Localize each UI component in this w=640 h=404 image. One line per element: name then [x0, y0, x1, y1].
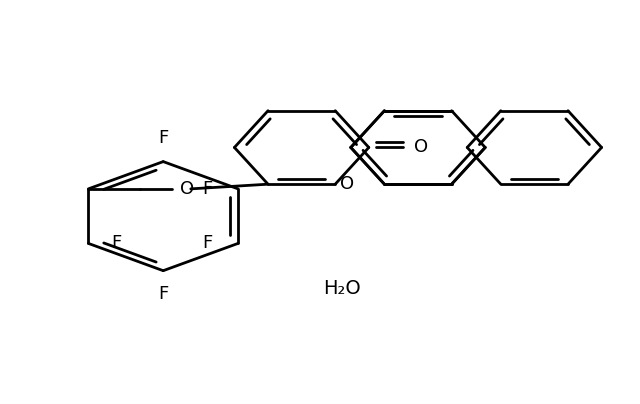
Text: F: F [202, 180, 212, 198]
Text: O: O [340, 175, 355, 193]
Text: F: F [158, 129, 168, 147]
Text: F: F [202, 234, 212, 252]
Text: O: O [180, 180, 194, 198]
Text: O: O [413, 139, 428, 156]
Text: H₂O: H₂O [323, 279, 361, 299]
Text: F: F [111, 234, 121, 252]
Text: F: F [158, 285, 168, 303]
